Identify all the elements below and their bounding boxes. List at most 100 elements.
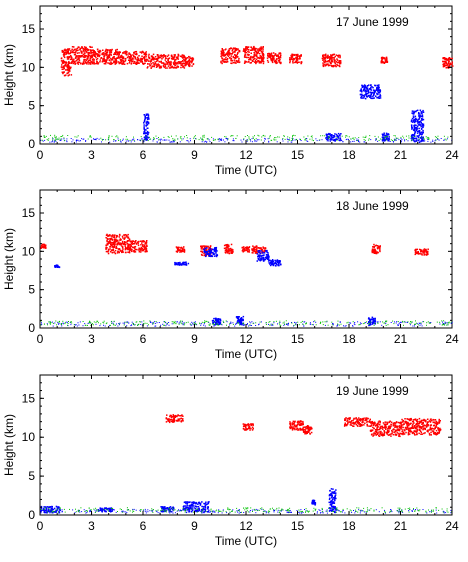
data-point xyxy=(248,49,250,51)
data-point xyxy=(398,324,399,325)
data-point xyxy=(283,325,284,326)
data-point xyxy=(147,131,149,133)
data-point xyxy=(349,136,350,137)
data-point xyxy=(81,51,83,53)
data-point xyxy=(251,50,253,52)
data-point xyxy=(121,63,123,65)
data-point xyxy=(252,252,254,254)
data-point xyxy=(124,234,126,236)
data-point xyxy=(230,323,231,324)
data-point xyxy=(262,249,264,251)
data-point xyxy=(244,56,246,58)
data-point xyxy=(223,59,225,61)
x-tick-label: 24 xyxy=(445,332,459,346)
data-point xyxy=(267,57,269,59)
data-point xyxy=(129,252,131,254)
data-point xyxy=(258,254,260,256)
data-point xyxy=(48,321,49,322)
data-point xyxy=(126,235,128,237)
data-point xyxy=(332,324,333,325)
data-point xyxy=(423,112,425,114)
data-point xyxy=(338,56,340,58)
data-point xyxy=(291,140,292,141)
data-point xyxy=(346,325,347,326)
data-point xyxy=(131,63,133,65)
data-point xyxy=(450,63,452,65)
data-point xyxy=(119,51,121,53)
data-point xyxy=(99,139,100,140)
data-point xyxy=(417,126,419,128)
data-point xyxy=(100,59,102,61)
data-point xyxy=(241,318,243,320)
data-point xyxy=(145,248,147,250)
data-point xyxy=(144,130,146,132)
data-point xyxy=(324,135,325,136)
data-point xyxy=(380,321,381,322)
data-point xyxy=(62,321,63,322)
data-point xyxy=(252,245,254,247)
data-point xyxy=(262,58,264,60)
data-point xyxy=(127,234,128,236)
data-point xyxy=(146,54,148,56)
data-point xyxy=(186,264,188,266)
data-point xyxy=(247,324,248,325)
data-point xyxy=(167,323,168,324)
data-point xyxy=(166,418,168,420)
data-point xyxy=(256,59,257,61)
data-point xyxy=(184,60,186,62)
data-point xyxy=(98,322,99,323)
data-point xyxy=(418,128,420,130)
data-point xyxy=(232,50,234,52)
data-point xyxy=(292,55,294,57)
data-point xyxy=(181,138,182,139)
data-point xyxy=(81,55,83,57)
data-point xyxy=(213,140,214,141)
data-point xyxy=(160,57,162,59)
data-point xyxy=(193,324,194,325)
data-point xyxy=(201,255,203,257)
data-point xyxy=(312,140,313,141)
data-point xyxy=(256,55,257,57)
data-point xyxy=(173,416,175,418)
data-point xyxy=(60,140,61,141)
data-point xyxy=(122,251,124,253)
data-point xyxy=(188,142,189,143)
data-point xyxy=(260,55,262,57)
data-point xyxy=(130,246,132,248)
data-point xyxy=(176,262,178,264)
data-point xyxy=(334,133,336,135)
data-point xyxy=(86,51,88,53)
data-point xyxy=(236,323,237,324)
data-point xyxy=(291,323,292,324)
data-point xyxy=(385,323,386,324)
data-point xyxy=(204,137,205,138)
data-point xyxy=(445,139,446,140)
data-point xyxy=(67,135,68,136)
data-point xyxy=(292,139,293,140)
data-point xyxy=(232,322,233,323)
data-point xyxy=(146,250,148,252)
data-point xyxy=(317,140,318,141)
data-point xyxy=(438,136,439,137)
data-point xyxy=(143,122,145,124)
data-point xyxy=(413,121,415,123)
data-point xyxy=(158,57,160,59)
data-point xyxy=(265,248,267,250)
data-point xyxy=(289,62,291,64)
data-point xyxy=(118,57,120,59)
data-point xyxy=(153,140,154,141)
data-point xyxy=(451,322,452,323)
data-point xyxy=(222,60,224,62)
data-point xyxy=(292,140,293,141)
data-point xyxy=(271,325,272,326)
data-point xyxy=(211,137,212,138)
data-point xyxy=(370,95,372,97)
data-point xyxy=(231,55,233,57)
data-point xyxy=(147,66,149,68)
data-point xyxy=(78,58,80,60)
data-point xyxy=(76,141,77,142)
data-point xyxy=(83,139,84,140)
data-point xyxy=(305,139,306,140)
data-point xyxy=(93,51,95,53)
data-point xyxy=(273,59,275,61)
